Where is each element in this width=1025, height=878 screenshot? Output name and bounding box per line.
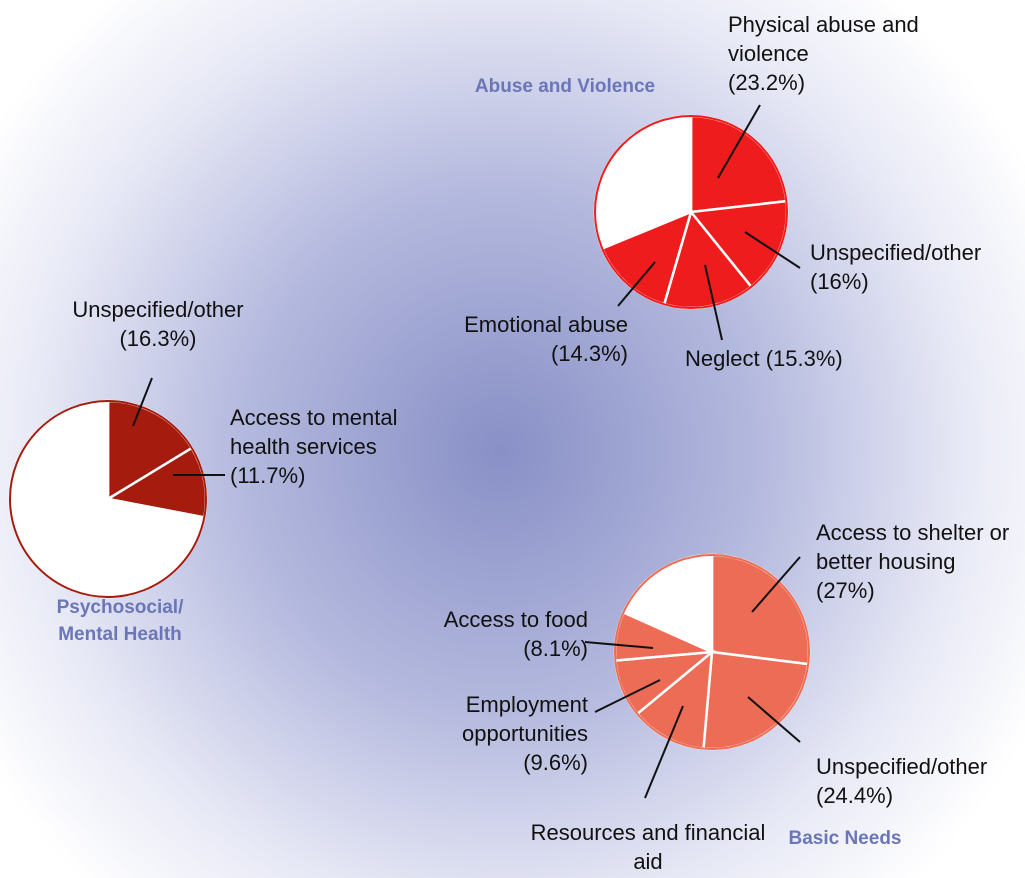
category-label: Access to food xyxy=(443,607,588,632)
leader-line xyxy=(717,104,761,179)
data-label: Resources and financial aid(12.6%) xyxy=(528,818,768,878)
pie-outline xyxy=(614,554,810,750)
pie-outline xyxy=(9,400,207,598)
data-label: Employment opportunities (9.6%) xyxy=(400,690,588,777)
data-label: Unspecified/other (16%) xyxy=(810,238,1020,296)
value-label: (24.4%) xyxy=(816,783,894,808)
data-label: Unspecified/other (16.3%) xyxy=(38,295,278,353)
leader-line xyxy=(744,231,801,269)
pie xyxy=(593,114,789,310)
category-label: Employment opportunities xyxy=(462,692,588,746)
leader-line xyxy=(617,261,656,307)
category-label: Unspecified/other xyxy=(72,297,244,322)
data-label: Emotional abuse (14.3%) xyxy=(420,310,628,368)
leader-line xyxy=(704,264,723,341)
data-label: Access to shelter or better housing (27%) xyxy=(816,518,1021,605)
data-label: Physical abuse and violence (23.2%) xyxy=(728,10,928,97)
category-label: Neglect xyxy=(685,346,760,371)
value-label: (15.3%) xyxy=(765,346,843,371)
leader-line xyxy=(751,556,801,613)
value-label: (9.6%) xyxy=(523,750,588,775)
data-label: Neglect (15.3%) xyxy=(685,344,905,373)
value-label: (11.7%) xyxy=(230,463,306,488)
value-label: (14.3%) xyxy=(550,341,628,366)
pie-outline xyxy=(594,115,788,309)
category-label: Resources and financial aid xyxy=(530,820,766,874)
pie-title: Psychosocial/ Mental Health xyxy=(56,597,184,645)
leader-line xyxy=(132,377,153,427)
category-label: Unspecified/other xyxy=(816,754,988,779)
value-label: (27%) xyxy=(816,578,875,603)
value-label: (16.3%) xyxy=(119,326,197,351)
pie-title: Basic Needs xyxy=(788,828,902,849)
category-label: Access to mental health services xyxy=(230,405,398,459)
pie xyxy=(613,553,811,751)
category-label: Physical abuse and violence xyxy=(728,12,919,66)
category-label: Access to shelter or better housing xyxy=(816,520,1010,574)
pie-title: Abuse and Violence xyxy=(474,76,656,97)
leader-line xyxy=(644,705,684,799)
category-label: Emotional abuse xyxy=(464,312,628,337)
value-label: (16%) xyxy=(810,269,869,294)
data-label: Access to mental health services (11.7%) xyxy=(230,403,400,490)
pie xyxy=(8,399,208,599)
value-label: (23.2%) xyxy=(728,70,806,95)
data-label: Unspecified/other (24.4%) xyxy=(816,752,1025,810)
value-label: (8.1%) xyxy=(523,636,588,661)
pie-slice xyxy=(710,553,811,666)
leader-line xyxy=(584,641,654,649)
category-label: Unspecified/other xyxy=(810,240,982,265)
leader-line xyxy=(747,696,801,743)
leader-line xyxy=(594,679,661,713)
pie-slice xyxy=(689,114,788,214)
data-label: Access to food (8.1%) xyxy=(380,605,588,663)
